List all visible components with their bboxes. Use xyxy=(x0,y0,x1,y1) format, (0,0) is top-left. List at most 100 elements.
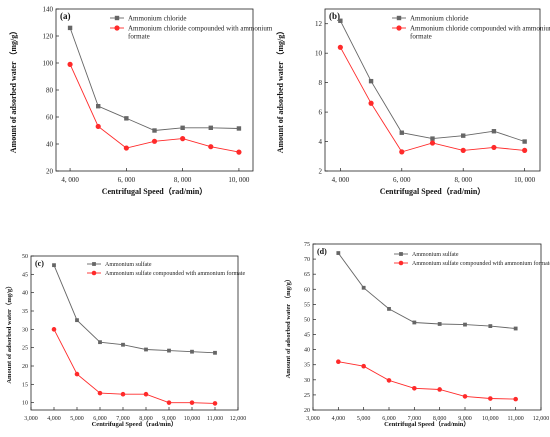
x-axis-label: Centrifugal Speed（rad/min） xyxy=(380,186,486,196)
legend-marker xyxy=(399,252,403,256)
legend-marker xyxy=(92,262,96,266)
y-tick-label: 55 xyxy=(304,302,310,308)
y-tick-label: 60 xyxy=(304,287,310,293)
y-tick-label: 70 xyxy=(304,257,310,263)
y-tick-label: 50 xyxy=(304,317,310,323)
data-point xyxy=(412,320,417,325)
data-point xyxy=(144,347,148,352)
legend-marker xyxy=(396,25,402,31)
y-tick-label: 60 xyxy=(46,113,54,121)
x-tick-label: 5,000 xyxy=(70,416,84,422)
data-point xyxy=(430,136,435,141)
y-tick-label: 65 xyxy=(304,272,310,278)
x-tick-label: 4, 000 xyxy=(332,176,350,184)
legend-marker xyxy=(91,270,97,276)
y-axis-label: Amount of adsorbed water （mg/g） xyxy=(8,27,18,154)
y-tick-label: 75 xyxy=(304,242,310,248)
y-tick-label: 20 xyxy=(304,408,310,414)
data-point xyxy=(98,340,102,345)
panel-label: (d) xyxy=(317,247,327,256)
x-tick-label: 12,000 xyxy=(230,416,247,422)
data-point xyxy=(368,100,374,106)
x-tick-label: 5,000 xyxy=(357,416,371,422)
y-tick-label: 10 xyxy=(315,50,323,58)
x-tick-label: 6, 000 xyxy=(393,176,411,184)
x-tick-label: 10, 000 xyxy=(228,176,250,184)
plot-frame xyxy=(30,255,239,411)
y-tick-label: 40 xyxy=(46,140,54,148)
series-line-1 xyxy=(339,20,525,142)
x-axis-label: Centrifugal Speed（rad/min） xyxy=(384,420,470,428)
x-tick-label: 6, 000 xyxy=(118,176,136,184)
legend-label-2: Ammonium chloride compounded with ammoni… xyxy=(128,24,273,40)
y-axis-label: Amount of adsorbed water （mg/g） xyxy=(284,276,292,379)
data-point xyxy=(75,318,79,323)
data-point xyxy=(74,371,80,377)
y-tick-label: 140 xyxy=(43,5,54,13)
y-tick-label: 30 xyxy=(304,378,310,384)
data-point xyxy=(167,348,171,353)
data-point xyxy=(368,78,374,84)
y-axis-label: Amount of adsorbed water （mg/g） xyxy=(275,27,285,154)
y-tick-label: 25 xyxy=(22,346,28,352)
legend-label-2: Ammonium sulfate compounded with ammoniu… xyxy=(412,260,550,267)
data-point xyxy=(95,123,101,130)
data-point xyxy=(213,350,217,355)
chart-panel-3: 3,000 4,000 5,000 6,000 7,000 8,000 9,000 10,00… xyxy=(5,254,246,428)
data-point xyxy=(151,138,158,144)
data-point xyxy=(463,322,467,327)
y-tick-label: 20 xyxy=(46,167,54,175)
x-tick-label: 4,000 xyxy=(47,416,61,422)
data-point xyxy=(67,61,73,67)
series-line-2 xyxy=(53,329,216,404)
y-tick-label: 120 xyxy=(43,32,54,40)
data-point xyxy=(412,385,417,391)
data-point xyxy=(123,145,129,151)
data-point xyxy=(491,129,497,134)
y-tick-label: 10 xyxy=(22,401,28,407)
x-tick-label: 8, 000 xyxy=(454,176,472,184)
data-point xyxy=(399,149,405,155)
x-tick-label: 4, 000 xyxy=(61,176,79,184)
x-tick-label: 7,000 xyxy=(116,416,130,422)
chart-panel-4: 3,000 4,000 5,000 6,000 7,000 8,000 9,000 10,00… xyxy=(284,242,550,428)
data-point xyxy=(513,396,518,402)
chart-panel-1: 4, 000 6, 000 8, 000 10, 000 20 40 60 80 100 120 1… xyxy=(8,5,273,196)
data-point xyxy=(488,324,493,328)
legend-label-2: Ammonium sulfate compounded with ammoniu… xyxy=(105,270,245,277)
x-tick-label: 9,000 xyxy=(458,416,472,422)
data-point xyxy=(399,130,404,135)
legend-label-1: Ammonium sulfate xyxy=(412,251,459,258)
data-point xyxy=(336,251,341,255)
y-tick-label: 100 xyxy=(43,59,54,67)
y-tick-label: 40 xyxy=(22,291,28,297)
data-point xyxy=(189,400,195,405)
legend-marker xyxy=(114,25,120,31)
series-line-1 xyxy=(69,27,239,131)
y-tick-label: 12 xyxy=(315,20,323,28)
data-point xyxy=(336,359,341,365)
data-point xyxy=(121,342,125,347)
data-point xyxy=(143,391,149,397)
data-point xyxy=(180,136,186,142)
legend-label-2: Ammonium chloride compounded with ammoni… xyxy=(410,24,550,40)
series-line-2 xyxy=(338,361,516,400)
series-line-1 xyxy=(53,265,216,354)
data-point xyxy=(361,285,366,290)
legend-marker xyxy=(398,260,404,266)
data-point xyxy=(460,147,466,153)
data-point xyxy=(208,125,213,130)
y-tick-label: 45 xyxy=(304,333,310,339)
legend-label-1: Ammonium sulfate xyxy=(105,261,152,268)
series-line-2 xyxy=(340,47,525,153)
plot-frame xyxy=(55,8,254,172)
data-point xyxy=(236,149,242,155)
y-tick-label: 45 xyxy=(22,272,28,278)
data-point xyxy=(52,263,56,268)
data-point xyxy=(488,396,493,401)
data-point xyxy=(96,104,101,109)
data-point xyxy=(429,140,436,146)
data-point xyxy=(461,133,466,138)
data-point xyxy=(522,139,527,144)
